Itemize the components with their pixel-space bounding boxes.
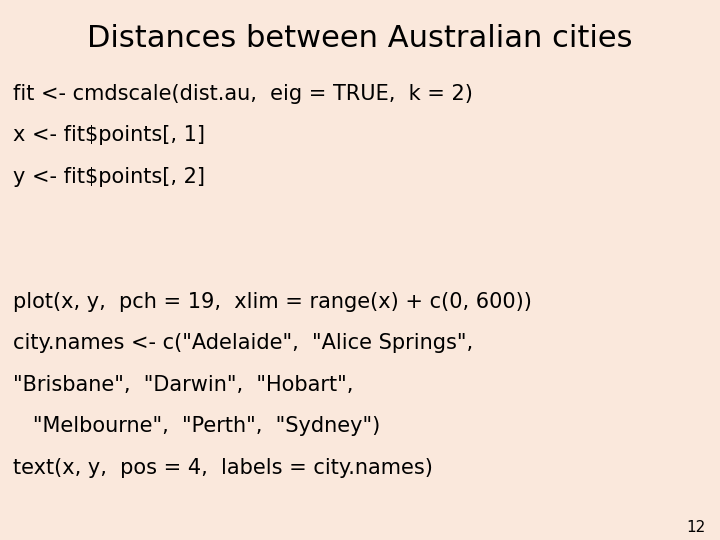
Text: x <- fit$points[, 1]: x <- fit$points[, 1] — [13, 125, 205, 145]
Text: 12: 12 — [686, 519, 706, 535]
Text: Distances between Australian cities: Distances between Australian cities — [87, 24, 633, 53]
Text: text(x, y,  pos = 4,  labels = city.names): text(x, y, pos = 4, labels = city.names) — [13, 458, 433, 478]
Text: "Melbourne",  "Perth",  "Sydney"): "Melbourne", "Perth", "Sydney") — [13, 416, 380, 436]
Text: plot(x, y,  pch = 19,  xlim = range(x) + c(0, 600)): plot(x, y, pch = 19, xlim = range(x) + c… — [13, 292, 532, 312]
Text: y <- fit$points[, 2]: y <- fit$points[, 2] — [13, 167, 205, 187]
Text: "Brisbane",  "Darwin",  "Hobart",: "Brisbane", "Darwin", "Hobart", — [13, 375, 354, 395]
Text: city.names <- c("Adelaide",  "Alice Springs",: city.names <- c("Adelaide", "Alice Sprin… — [13, 333, 473, 353]
Text: fit <- cmdscale(dist.au,  eig = TRUE,  k = 2): fit <- cmdscale(dist.au, eig = TRUE, k =… — [13, 84, 473, 104]
